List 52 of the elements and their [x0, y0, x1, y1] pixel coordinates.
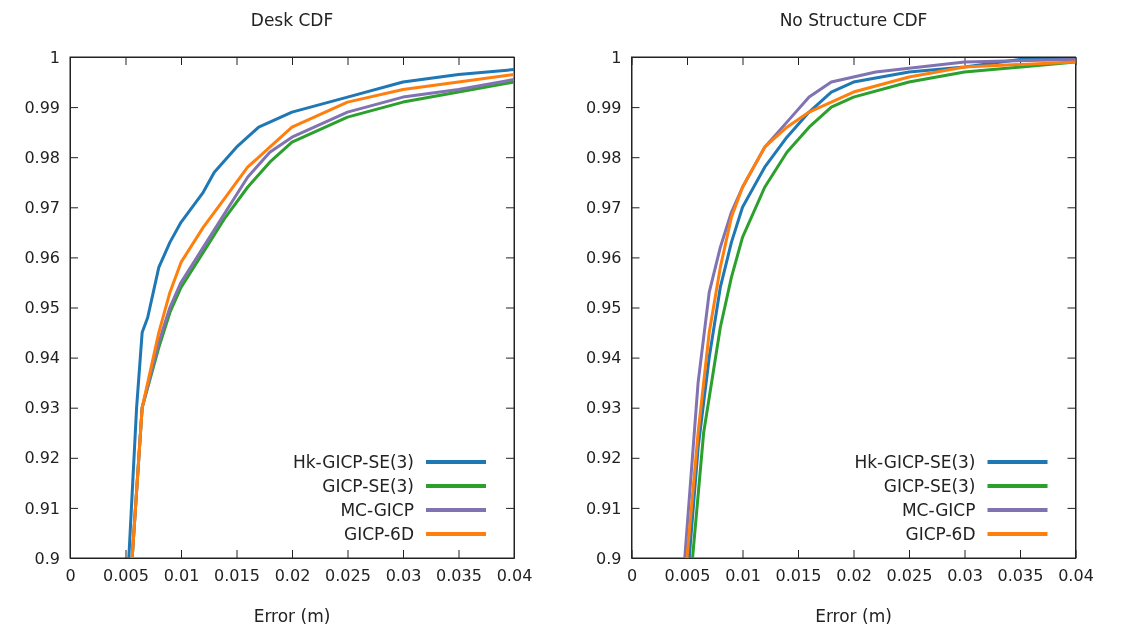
x-tick-label: 0.025: [886, 566, 933, 586]
x-tick-label: 0.01: [725, 566, 761, 586]
y-tick-label: 0.92: [585, 448, 622, 468]
x-axis-title: Error (m): [253, 606, 331, 626]
x-tick-label: 0: [626, 566, 638, 586]
legend-label: GICP-6D: [344, 523, 414, 544]
x-tick-label: 0.035: [997, 566, 1044, 586]
legend-label: GICP-SE(3): [322, 475, 414, 496]
x-tick-label: 0.04: [496, 566, 533, 586]
legend-label: GICP-SE(3): [883, 475, 976, 496]
x-tick-label: 0.02: [274, 566, 311, 586]
legend-label: Hk-GICP-SE(3): [854, 451, 976, 472]
x-tick-label: 0.04: [1058, 566, 1094, 586]
y-tick-label: 0.97: [585, 197, 622, 217]
legend-label: GICP-6D: [905, 523, 976, 544]
y-tick-label: 0.98: [585, 147, 622, 167]
y-tick-label: 0.91: [585, 498, 622, 518]
x-axis-title: Error (m): [815, 606, 892, 626]
y-tick-label: 0.9: [596, 548, 622, 568]
y-tick-label: 0.96: [24, 248, 60, 268]
legend-label: MC-GICP: [340, 499, 414, 520]
y-tick-label: 0.92: [24, 448, 60, 468]
y-tick-label: 0.94: [24, 348, 60, 368]
legend-label: Hk-GICP-SE(3): [292, 451, 414, 472]
y-tick-label: 0.95: [585, 298, 622, 318]
x-tick-label: 0.025: [325, 566, 371, 586]
x-tick-label: 0.005: [664, 566, 711, 586]
y-tick-label: 0.99: [585, 97, 622, 117]
y-tick-label: 0.91: [24, 498, 60, 518]
y-tick-label: 0.93: [24, 398, 60, 418]
y-tick-label: 0.97: [24, 197, 60, 217]
y-tick-label: 0.93: [585, 398, 622, 418]
x-tick-label: 0.02: [836, 566, 872, 586]
x-tick-label: 0.03: [385, 566, 422, 586]
x-tick-label: 0.035: [436, 566, 482, 586]
x-tick-label: 0.015: [214, 566, 260, 586]
y-tick-label: 0.98: [24, 147, 60, 167]
chart-title: No Structure CDF: [779, 10, 928, 30]
x-tick-label: 0.015: [775, 566, 822, 586]
y-tick-label: 0.95: [24, 298, 60, 318]
x-tick-label: 0.03: [947, 566, 983, 586]
y-tick-label: 0.96: [585, 248, 622, 268]
y-tick-label: 0.9: [34, 548, 60, 568]
x-tick-label: 0.01: [163, 566, 200, 586]
y-tick-label: 0.94: [585, 348, 622, 368]
y-tick-label: 0.99: [24, 97, 60, 117]
x-tick-label: 0: [65, 566, 76, 586]
legend-label: MC-GICP: [901, 499, 976, 520]
y-tick-label: 1: [49, 47, 60, 67]
chart-title: Desk CDF: [250, 10, 334, 30]
y-tick-label: 1: [611, 47, 622, 67]
x-tick-label: 0.005: [103, 566, 149, 586]
